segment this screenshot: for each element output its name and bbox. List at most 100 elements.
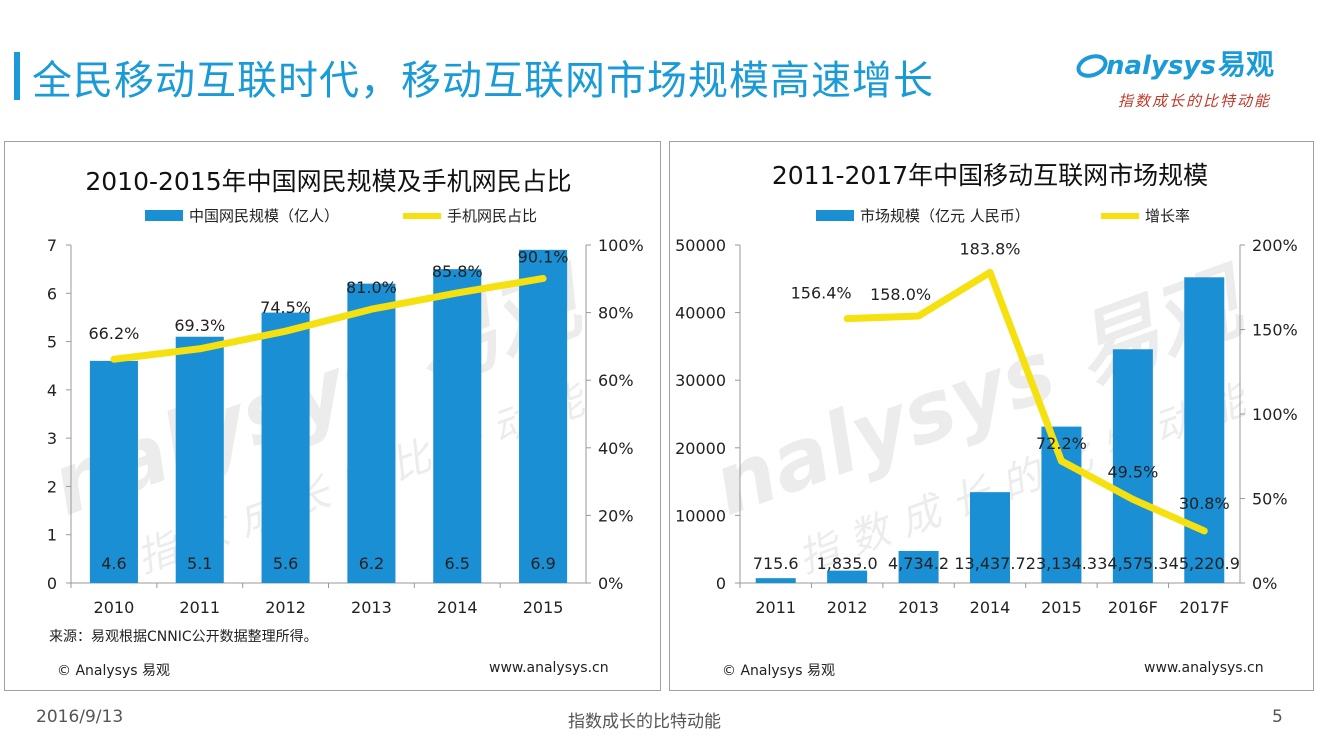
- y2-tick-label: 40%: [598, 439, 634, 458]
- line-data-label: 49.5%: [1107, 462, 1158, 481]
- analysys-logo: nalysys 易观 指数成长的比特动能: [1076, 48, 1274, 110]
- y-tick-label: 5: [47, 333, 57, 352]
- bar: [970, 492, 1010, 583]
- bar: [433, 269, 482, 583]
- right-chart-panel: nalysys 易观 指数成长的比特动能 2011-2017年中国移动互联网市场规模…: [669, 141, 1314, 691]
- bar: [519, 249, 568, 583]
- bar: [261, 312, 310, 583]
- footer-slogan: 指数成长的比特动能: [568, 712, 721, 732]
- right-url: www.analysys.cn: [1144, 660, 1264, 676]
- bar: [898, 550, 939, 583]
- bar-data-label: 6.5: [445, 554, 470, 573]
- logo-cn: 易观: [1218, 48, 1274, 81]
- x-tick-label: 2013: [351, 598, 392, 617]
- bar-data-label: 4.6: [101, 554, 126, 573]
- source-note: 来源：易观根据CNNIC公开数据整理所得。: [49, 629, 318, 645]
- line-data-label: 90.1%: [518, 247, 569, 266]
- x-tick-label: 2012: [827, 598, 868, 617]
- title-accent-bar: [14, 52, 20, 100]
- y-tick-label: 40000: [675, 304, 726, 323]
- y-tick-label: 4: [47, 381, 57, 400]
- logo-text: nalysys: [1106, 51, 1216, 81]
- y-tick-label: 3: [47, 429, 57, 448]
- x-tick-label: 2014: [970, 598, 1011, 617]
- left-copyright: © Analysys 易观: [57, 663, 170, 679]
- legend-label-bar: 市场规模（亿元 人民币）: [860, 207, 1030, 225]
- bar: [827, 570, 868, 583]
- y2-tick-label: 0%: [598, 574, 623, 593]
- y2-tick-label: 50%: [1252, 490, 1288, 509]
- legend-label-line: 增长率: [1145, 207, 1190, 225]
- line-data-label: 74.5%: [260, 298, 311, 317]
- left-url: www.analysys.cn: [489, 660, 609, 676]
- y-tick-label: 1: [47, 526, 57, 545]
- left-chart: nalysys 易观指数成长的比特动能2010-2015年中国网民规模及手机网民…: [39, 167, 644, 617]
- y2-tick-label: 200%: [1252, 236, 1298, 255]
- y-tick-label: 20000: [675, 439, 726, 458]
- bar-data-label: 5.6: [273, 554, 298, 573]
- chart-title: 2010-2015年中国网民规模及手机网民占比: [85, 167, 571, 196]
- bar: [175, 336, 224, 583]
- y-tick-label: 0: [716, 574, 726, 593]
- legend-label-bar: 中国网民规模（亿人）: [189, 207, 339, 225]
- series-line: [110, 274, 547, 363]
- right-copyright: © Analysys 易观: [722, 663, 835, 679]
- bar: [347, 283, 396, 583]
- bar: [1184, 277, 1225, 583]
- bar: [89, 360, 138, 583]
- line-data-label: 85.8%: [432, 262, 483, 281]
- bar-data-label: 34,575.3: [1097, 554, 1168, 573]
- line-data-label: 81.0%: [346, 278, 397, 297]
- bar: [755, 578, 796, 583]
- x-tick-label: 2011: [755, 598, 796, 617]
- analysys-logo-mark: [1076, 54, 1108, 78]
- y-tick-label: 50000: [675, 236, 726, 255]
- legend-label-line: 手机网民占比: [447, 207, 537, 225]
- footer-date: 2016/9/13: [36, 707, 124, 727]
- y-tick-label: 10000: [675, 506, 726, 525]
- series-line: [843, 268, 1208, 535]
- y2-tick-label: 100%: [598, 236, 644, 255]
- x-tick-label: 2013: [898, 598, 939, 617]
- y2-tick-label: 100%: [1252, 405, 1298, 424]
- x-tick-label: 2012: [265, 598, 306, 617]
- page-title: 全民移动互联时代，移动互联网市场规模高速增长: [32, 58, 934, 104]
- x-tick-label: 2016F: [1108, 598, 1158, 617]
- x-tick-label: 2017F: [1179, 598, 1229, 617]
- y-tick-label: 2: [47, 477, 57, 496]
- right-chart: nalysys 易观指数成长的比特动能2011-2017年中国移动互联网市场规模…: [675, 161, 1298, 617]
- bar-data-label: 6.9: [530, 554, 555, 573]
- line-data-label: 183.8%: [959, 239, 1020, 258]
- y-tick-label: 30000: [675, 371, 726, 390]
- y-tick-label: 6: [47, 284, 57, 303]
- x-tick-label: 2014: [437, 598, 478, 617]
- page-number: 5: [1272, 707, 1283, 727]
- line-data-label: 158.0%: [870, 285, 931, 304]
- line-data-label: 69.3%: [174, 316, 225, 335]
- logo-slogan: 指数成长的比特动能: [1118, 92, 1271, 110]
- legend-swatch-bar: [145, 210, 183, 221]
- y2-tick-label: 20%: [598, 506, 634, 525]
- bar-data-label: 5.1: [187, 554, 212, 573]
- bar-data-label: 45,220.9: [1169, 554, 1240, 573]
- bar-data-label: 13,437.7: [954, 554, 1025, 573]
- x-tick-label: 2011: [179, 598, 220, 617]
- bar: [1112, 349, 1153, 583]
- y2-tick-label: 80%: [598, 304, 634, 323]
- x-tick-label: 2015: [1041, 598, 1082, 617]
- bar-data-label: 4,734.2: [888, 554, 949, 573]
- bar-data-label: 1,835.0: [817, 554, 878, 573]
- y-tick-label: 0: [47, 574, 57, 593]
- line-data-label: 66.2%: [89, 324, 140, 343]
- chart-title: 2011-2017年中国移动互联网市场规模: [772, 161, 1208, 190]
- line-data-label: 72.2%: [1036, 434, 1087, 453]
- y-tick-label: 7: [47, 236, 57, 255]
- x-tick-label: 2010: [94, 598, 135, 617]
- bar-data-label: 6.2: [359, 554, 384, 573]
- line-data-label: 30.8%: [1179, 494, 1230, 513]
- y2-tick-label: 150%: [1252, 321, 1298, 340]
- y2-tick-label: 60%: [598, 371, 634, 390]
- bar-data-label: 715.6: [753, 554, 799, 573]
- line-data-label: 156.4%: [791, 284, 852, 303]
- y2-tick-label: 0%: [1252, 574, 1277, 593]
